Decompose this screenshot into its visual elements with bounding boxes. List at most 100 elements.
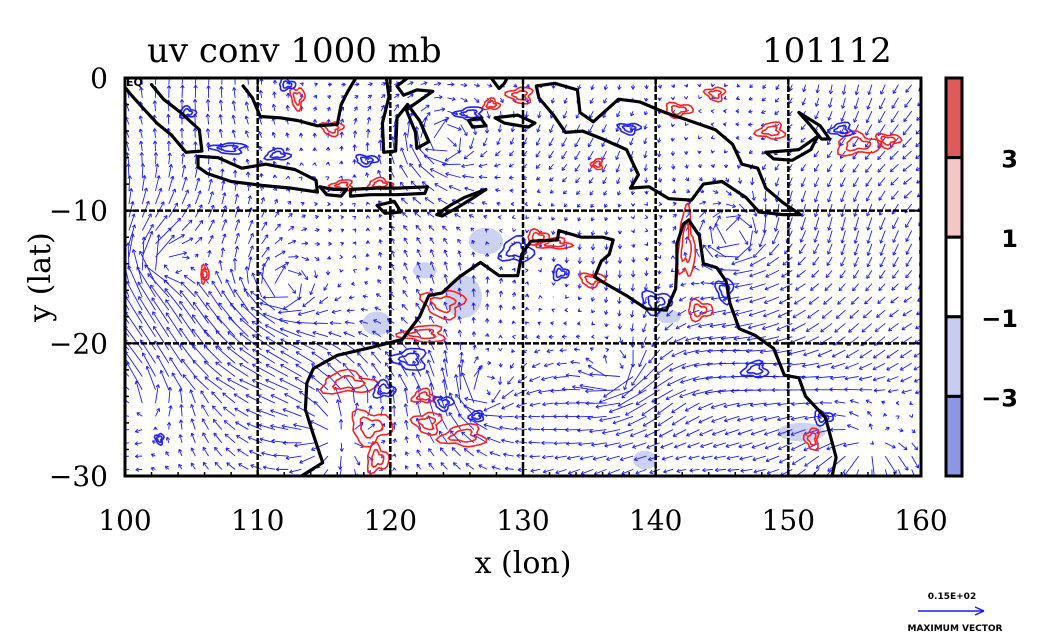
wind-vector-head: [601, 143, 606, 148]
wind-vector: [697, 150, 702, 154]
wind-vector-shaft: [125, 141, 130, 152]
wind-vector: [814, 110, 820, 120]
wind-vector: [424, 147, 448, 152]
wind-vector-head: [231, 114, 236, 119]
wind-vector-head: [775, 86, 780, 90]
wind-vector-head: [395, 93, 400, 98]
wind-vector-shaft: [787, 137, 793, 142]
wind-vector-head: [205, 99, 211, 103]
wind-vector: [218, 99, 224, 112]
wind-vector-head: [180, 153, 186, 157]
shaded-region-0: [468, 227, 504, 255]
wind-vector-head: [339, 131, 344, 136]
wind-vector: [258, 145, 263, 152]
wind-vector-head: [326, 119, 331, 123]
wind-vector-shaft: [141, 152, 143, 165]
shaded-region-3: [362, 311, 392, 336]
wind-vector: [480, 150, 488, 158]
wind-vector: [509, 137, 515, 145]
wind-vector-head: [299, 82, 304, 87]
wind-vector: [496, 137, 501, 146]
wind-vector-head: [879, 105, 883, 110]
wind-vector-head: [749, 84, 754, 89]
wind-vector-head: [205, 113, 211, 118]
wind-vector-shaft: [219, 114, 223, 125]
wind-vector: [535, 163, 541, 169]
wind-vector: [218, 114, 223, 125]
wind-vector: [299, 82, 304, 87]
wind-vector-shaft: [538, 111, 541, 119]
wind-vector: [326, 106, 331, 112]
wind-vector-head: [166, 85, 172, 89]
wind-vector: [826, 150, 833, 159]
wind-vector-head: [352, 159, 357, 163]
wind-vector-shaft: [816, 84, 820, 93]
wind-vector-head: [193, 84, 198, 89]
wind-vector: [441, 162, 461, 167]
wind-vector-shaft: [495, 150, 501, 157]
wind-vector-head: [697, 150, 702, 154]
wind-vector-head: [423, 81, 428, 86]
wind-vector: [447, 137, 457, 147]
wind-vector: [166, 114, 171, 125]
wind-vector-head: [495, 152, 499, 157]
wind-vector-head: [905, 88, 910, 93]
wind-vector: [327, 82, 332, 87]
wind-vector: [139, 86, 144, 98]
wind-vector-head: [476, 83, 480, 88]
wind-vector-head: [697, 83, 702, 88]
wind-vector: [353, 117, 358, 125]
wind-vector-shaft: [473, 97, 480, 103]
wind-vector: [748, 109, 753, 114]
wind-vector-shaft: [574, 137, 581, 148]
wind-vector: [447, 124, 462, 131]
wind-vector-shaft: [139, 128, 143, 138]
wind-vector-head: [562, 114, 567, 119]
wind-vector-shaft: [219, 129, 223, 138]
wind-vector: [206, 85, 211, 98]
wind-vector-head: [828, 90, 834, 95]
wind-vector-shaft: [590, 97, 594, 104]
wind-vector-head: [369, 82, 373, 87]
wind-vector-head: [865, 131, 870, 136]
wind-vector-head: [423, 116, 428, 121]
wind-vector-shaft: [616, 110, 621, 118]
wind-vector: [460, 97, 468, 103]
wind-vector: [841, 84, 847, 95]
wind-vector-head: [748, 109, 752, 114]
wind-vector-shaft: [563, 110, 568, 119]
wind-vector-head: [549, 129, 554, 133]
wind-vector-shaft: [139, 115, 143, 125]
wind-vector: [367, 105, 372, 112]
wind-vector-head: [366, 116, 372, 121]
wind-vector: [219, 86, 224, 98]
wind-vector: [205, 99, 211, 112]
wind-vector-head: [353, 117, 358, 122]
wind-vector: [285, 147, 290, 152]
wind-vector-shaft: [841, 111, 846, 122]
wind-vector-head: [139, 152, 145, 156]
wind-vector-head: [670, 96, 675, 101]
wind-vector: [152, 128, 157, 138]
wind-vector-head: [762, 85, 767, 89]
wind-vector-head: [472, 131, 478, 136]
wind-vector-head: [813, 153, 818, 158]
wind-vector: [735, 122, 740, 127]
wind-vector-shaft: [154, 100, 156, 112]
wind-vector-head: [445, 116, 450, 121]
wind-vector-shaft: [841, 97, 846, 109]
wind-vector-head: [671, 84, 676, 89]
wind-vector: [889, 150, 899, 160]
wind-vector: [352, 144, 357, 151]
wind-vector-shaft: [528, 415, 541, 418]
wind-vector: [601, 124, 607, 133]
wind-vector: [536, 124, 541, 133]
wind-vector-shaft: [233, 157, 236, 165]
wind-vector: [447, 82, 455, 87]
wind-vector-head: [839, 142, 844, 147]
wind-vector: [352, 130, 358, 138]
wind-vector-shaft: [424, 155, 448, 165]
wind-vector: [299, 147, 304, 152]
wind-vector-shaft: [548, 163, 554, 170]
wind-vector-head: [548, 142, 553, 147]
